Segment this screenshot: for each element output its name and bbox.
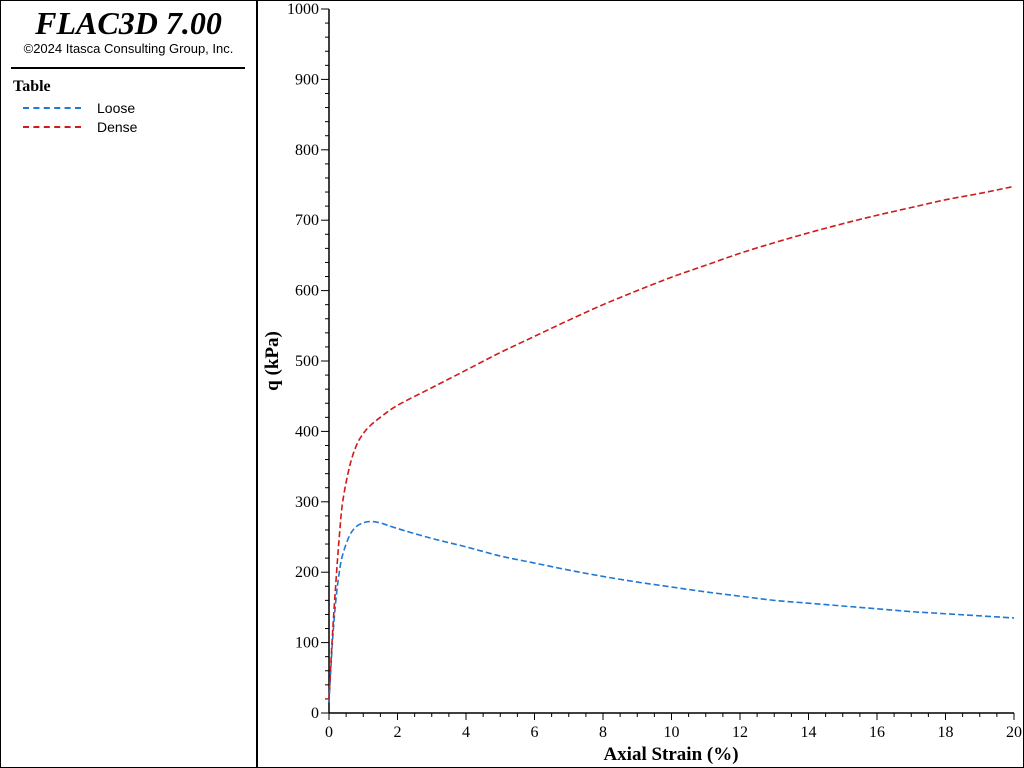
legend-label-loose: Loose bbox=[97, 100, 136, 116]
x-tick-label: 6 bbox=[531, 724, 539, 741]
app-title: FLAC3D 7.00 bbox=[35, 5, 222, 41]
title-divider bbox=[11, 67, 245, 69]
x-tick-label: 20 bbox=[1006, 724, 1022, 741]
legend-panel: FLAC3D 7.00 ©2024 Itasca Consulting Grou… bbox=[1, 1, 258, 767]
series-line-dense bbox=[328, 185, 1015, 699]
y-tick-label: 400 bbox=[295, 423, 319, 440]
y-tick-label: 500 bbox=[295, 353, 319, 370]
y-tick-label: 900 bbox=[295, 71, 319, 88]
y-tick-label: 0 bbox=[311, 705, 319, 722]
x-tick-label: 4 bbox=[462, 724, 470, 741]
x-tick-label: 0 bbox=[325, 724, 333, 741]
series-line-loose bbox=[328, 520, 1015, 703]
copyright-text: ©2024 Itasca Consulting Group, Inc. bbox=[23, 41, 234, 56]
y-axis-title: q (kPa) bbox=[262, 331, 283, 391]
plot-area: 0 100 200 300 400 500 600 700 800 900 1000 0 2 4 6 8 10 1… bbox=[262, 1, 1022, 765]
x-tick-label: 16 bbox=[869, 724, 885, 741]
series-lines bbox=[328, 185, 1015, 703]
x-tick-label: 18 bbox=[938, 724, 954, 741]
legend-item-loose: Loose bbox=[23, 99, 135, 117]
y-tick-label: 100 bbox=[295, 635, 319, 652]
legend-heading: Table bbox=[13, 78, 51, 95]
y-tick-label: 300 bbox=[295, 494, 319, 511]
x-tick-label: 2 bbox=[394, 724, 402, 741]
y-tick-label: 600 bbox=[295, 283, 319, 300]
axes bbox=[328, 9, 1014, 714]
legend-label-dense: Dense bbox=[97, 119, 138, 135]
y-tick-label: 700 bbox=[295, 212, 319, 229]
y-tick-label: 200 bbox=[295, 564, 319, 581]
y-tick-label: 1000 bbox=[287, 1, 319, 18]
legend-swatch-dense bbox=[23, 126, 81, 128]
legend-swatch-loose bbox=[23, 107, 81, 109]
ticks: 0 100 200 300 400 500 600 700 800 900 1000 0 2 4 6 8 10 1… bbox=[287, 1, 1022, 741]
x-tick-label: 12 bbox=[732, 724, 748, 741]
legend-item-dense: Dense bbox=[23, 118, 137, 136]
x-tick-label: 8 bbox=[599, 724, 607, 741]
y-tick-label: 800 bbox=[295, 142, 319, 159]
x-tick-label: 14 bbox=[801, 724, 817, 741]
x-tick-label: 10 bbox=[664, 724, 680, 741]
x-axis-title: Axial Strain (%) bbox=[603, 744, 738, 765]
